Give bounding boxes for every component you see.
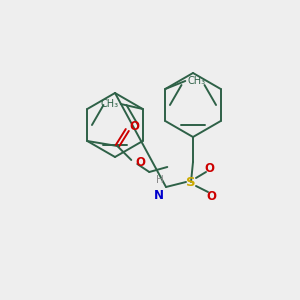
- Text: CH₃: CH₃: [187, 76, 206, 86]
- Text: O: O: [135, 155, 145, 169]
- Text: O: O: [129, 119, 139, 133]
- Text: S: S: [186, 176, 196, 188]
- Text: CH₃: CH₃: [100, 99, 119, 109]
- Text: O: O: [206, 190, 216, 202]
- Text: O: O: [204, 161, 214, 175]
- Text: N: N: [154, 189, 164, 202]
- Text: H: H: [156, 175, 164, 185]
